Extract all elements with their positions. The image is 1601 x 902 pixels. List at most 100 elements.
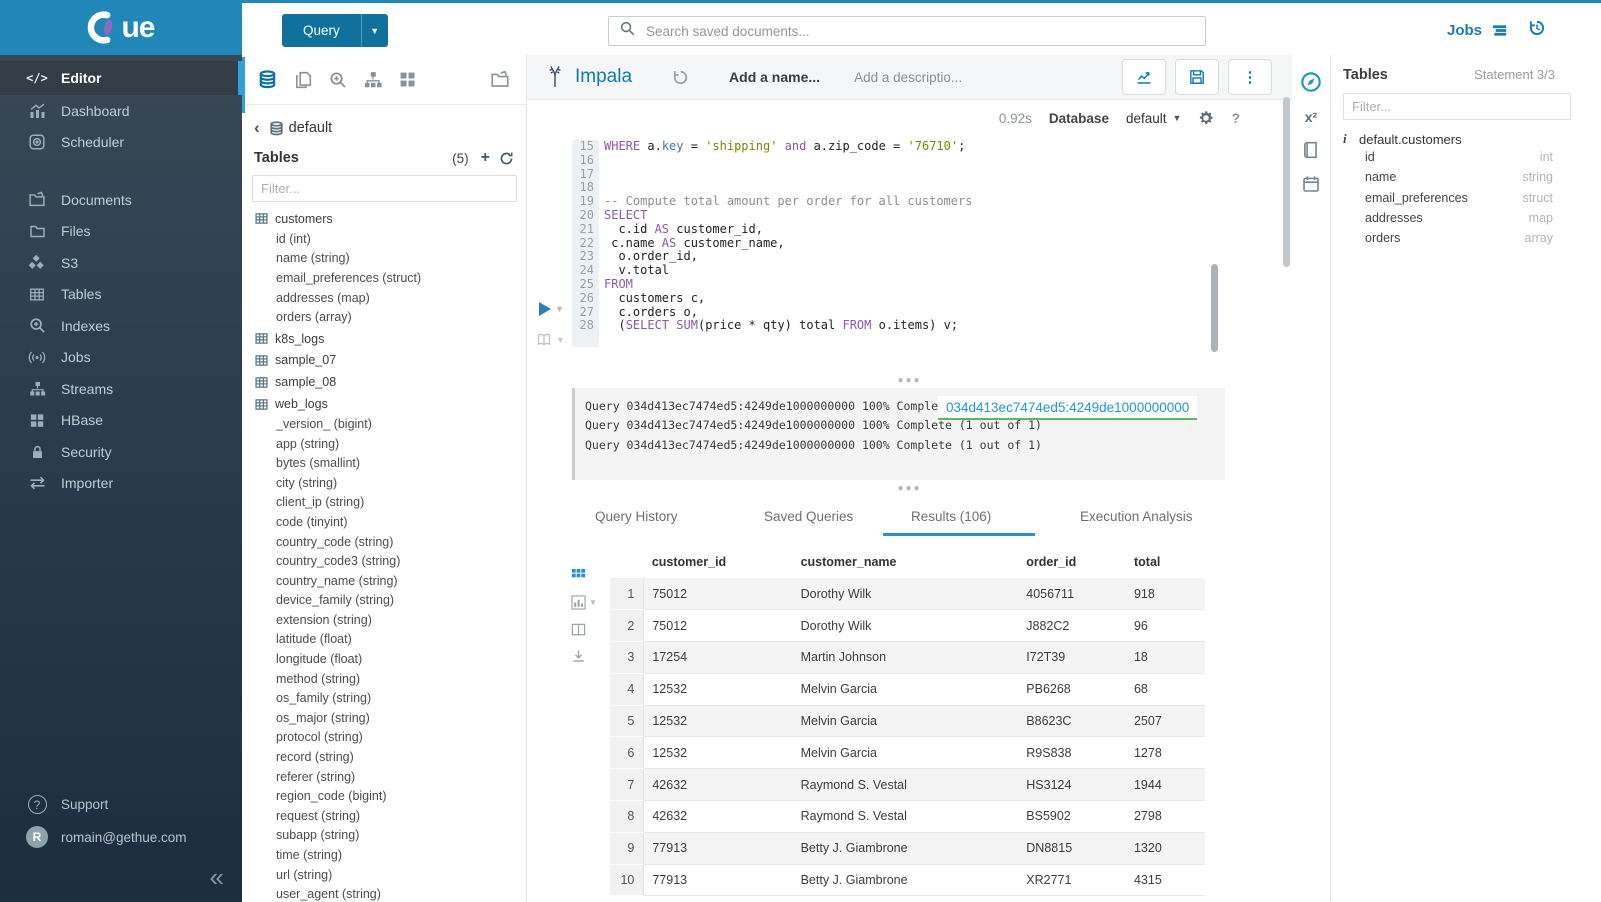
column-item[interactable]: time (string) <box>276 848 342 863</box>
column-item[interactable]: id (int) <box>276 231 311 246</box>
table-item-k8s_logs[interactable]: k8s_logs <box>255 328 526 350</box>
column-item[interactable]: city (string) <box>276 475 338 490</box>
sidebar-item-tables[interactable]: Tables <box>0 279 242 311</box>
apps-grid-icon[interactable] <box>399 71 416 88</box>
statement-explain-button[interactable]: ▼ <box>535 332 565 348</box>
column-item[interactable]: latitude (float) <box>276 632 352 647</box>
sidebar-item-indexes[interactable]: Indexes <box>0 310 242 342</box>
column-item[interactable]: record (string) <box>276 750 354 765</box>
tab-execution-analysis[interactable]: Execution Analysis <box>1080 509 1193 524</box>
column-item[interactable]: country_code (string) <box>276 534 394 549</box>
main-panel-scrollbar[interactable] <box>1283 97 1290 267</box>
query-history-icon[interactable] <box>1528 19 1546 42</box>
column-header-order_id[interactable]: order_id <box>1026 554 1077 569</box>
editor-scrollbar[interactable] <box>1211 264 1218 352</box>
sidebar-item-support[interactable]: ? Support <box>26 795 108 814</box>
column-item[interactable]: request (string) <box>276 808 361 823</box>
column-item[interactable]: orders (array) <box>276 310 352 325</box>
column-item[interactable]: app (string) <box>276 436 340 451</box>
columns-button[interactable] <box>571 622 597 637</box>
column-item[interactable]: code (tinyint) <box>276 514 348 529</box>
column-item[interactable]: region_code (bigint) <box>276 789 387 804</box>
column-item[interactable]: name (string) <box>276 251 350 266</box>
column-item[interactable]: user_agent (string) <box>276 887 381 902</box>
left-assist-scroll-indicator[interactable] <box>242 57 245 113</box>
column-item[interactable]: country_code3 (string) <box>276 554 401 569</box>
query-description-field[interactable]: Add a descriptio... <box>854 69 963 85</box>
jobs-link[interactable]: Jobs <box>1447 22 1508 39</box>
sidebar-collapse-button[interactable]: « <box>209 862 224 892</box>
tab-saved-queries[interactable]: Saved Queries <box>764 509 854 524</box>
add-table-button[interactable]: + <box>480 149 490 166</box>
settings-gear-icon[interactable] <box>1198 110 1214 126</box>
table-item-sample_08[interactable]: sample_08 <box>255 371 526 393</box>
run-query-button[interactable]: ▼ <box>539 302 564 316</box>
column-item[interactable]: os_major (string) <box>276 710 370 725</box>
hue-logo[interactable]: ue <box>0 0 242 55</box>
language-reference-icon[interactable] <box>1302 141 1320 159</box>
column-item[interactable]: _version_ (bigint) <box>276 416 372 431</box>
more-actions-button[interactable]: ⋮ <box>1228 59 1272 95</box>
column-item[interactable]: extension (string) <box>276 612 372 627</box>
grid-view-button[interactable] <box>571 568 597 583</box>
save-button[interactable] <box>1175 59 1219 95</box>
tab-results-106[interactable]: Results (106) <box>882 509 1036 536</box>
table-item-web_logs[interactable]: web_logs <box>255 393 526 415</box>
info-icon[interactable]: i <box>1343 131 1347 146</box>
sidebar-item-editor[interactable]: </> Editor <box>0 61 242 95</box>
sidebar-item-importer[interactable]: Importer <box>0 468 242 500</box>
query-dropdown-caret[interactable]: ▼ <box>360 14 388 47</box>
sidebar-item-jobs[interactable]: Jobs <box>0 342 242 374</box>
column-item[interactable]: os_family (string) <box>276 691 372 706</box>
sidebar-item-scheduler[interactable]: Scheduler <box>0 127 242 159</box>
right-filter-input[interactable] <box>1343 93 1571 120</box>
column-item[interactable]: device_family (string) <box>276 593 395 608</box>
tables-filter-input[interactable] <box>252 175 517 202</box>
sql-code-editor[interactable]: 15 WHERE a.key = 'shipping' and a.zip_cod… <box>527 136 1292 372</box>
download-button[interactable] <box>571 649 597 664</box>
column-item[interactable]: subapp (string) <box>276 828 360 843</box>
open-document-icon[interactable] <box>490 70 510 89</box>
column-item[interactable]: email_preferences (struct) <box>276 270 422 285</box>
column-item[interactable]: protocol (string) <box>276 730 363 745</box>
search-plus-icon[interactable] <box>329 71 347 89</box>
column-item[interactable]: longitude (float) <box>276 652 363 667</box>
sidebar-item-hbase[interactable]: HBase <box>0 405 242 437</box>
search-input[interactable] <box>644 22 1194 40</box>
resize-handle-bottom[interactable]: ●●● <box>897 482 922 494</box>
resize-handle-top[interactable]: ●●● <box>897 374 922 386</box>
column-item[interactable]: addresses (map) <box>276 290 370 305</box>
run-options-caret[interactable]: ▼ <box>555 304 564 314</box>
sidebar-item-streams[interactable]: Streams <box>0 373 242 405</box>
column-item[interactable]: url (string) <box>276 867 333 882</box>
column-header-total[interactable]: total <box>1133 554 1161 569</box>
schema-column-email_preferences[interactable]: email_preferences struct <box>1365 190 1553 205</box>
snippet-history-icon[interactable] <box>672 69 689 86</box>
column-item[interactable]: bytes (smallint) <box>276 456 361 471</box>
sidebar-item-dashboard[interactable]: Dashboard <box>0 95 242 127</box>
breadcrumb-database-name[interactable]: default <box>288 120 333 136</box>
back-chevron-icon[interactable]: ‹ <box>254 118 260 137</box>
chart-view-button[interactable]: ▼ <box>571 595 597 610</box>
database-select[interactable]: default ▼ <box>1125 110 1182 126</box>
table-item-sample_07[interactable]: sample_07 <box>255 350 526 372</box>
sidebar-item-files[interactable]: Files <box>0 216 242 248</box>
column-item[interactable]: country_name (string) <box>276 573 398 588</box>
active-table-row[interactable]: i default.customers <box>1343 131 1589 147</box>
column-header-customer_name[interactable]: customer_name <box>800 554 897 569</box>
functions-icon[interactable]: x² <box>1304 109 1318 125</box>
query-button[interactable]: Query <box>303 23 340 38</box>
sidebar-item-security[interactable]: Security <box>0 436 242 468</box>
documents-copy-icon[interactable] <box>294 71 312 89</box>
column-item[interactable]: client_ip (string) <box>276 495 365 510</box>
engine-name[interactable]: Impala <box>575 66 633 87</box>
editor-assistant-icon[interactable] <box>1300 71 1322 93</box>
sidebar-item-s3[interactable]: S3 <box>0 247 242 279</box>
query-name-field[interactable]: Add a name... <box>729 69 821 85</box>
query-id-link[interactable]: 034d413ec7474ed5:4249de1000000000 <box>938 396 1198 420</box>
schema-column-orders[interactable]: orders array <box>1365 231 1553 246</box>
schema-column-addresses[interactable]: addresses map <box>1365 211 1553 226</box>
schedule-icon[interactable] <box>1302 175 1320 193</box>
schema-column-name[interactable]: name string <box>1365 170 1553 185</box>
tab-query-history[interactable]: Query History <box>595 509 678 524</box>
